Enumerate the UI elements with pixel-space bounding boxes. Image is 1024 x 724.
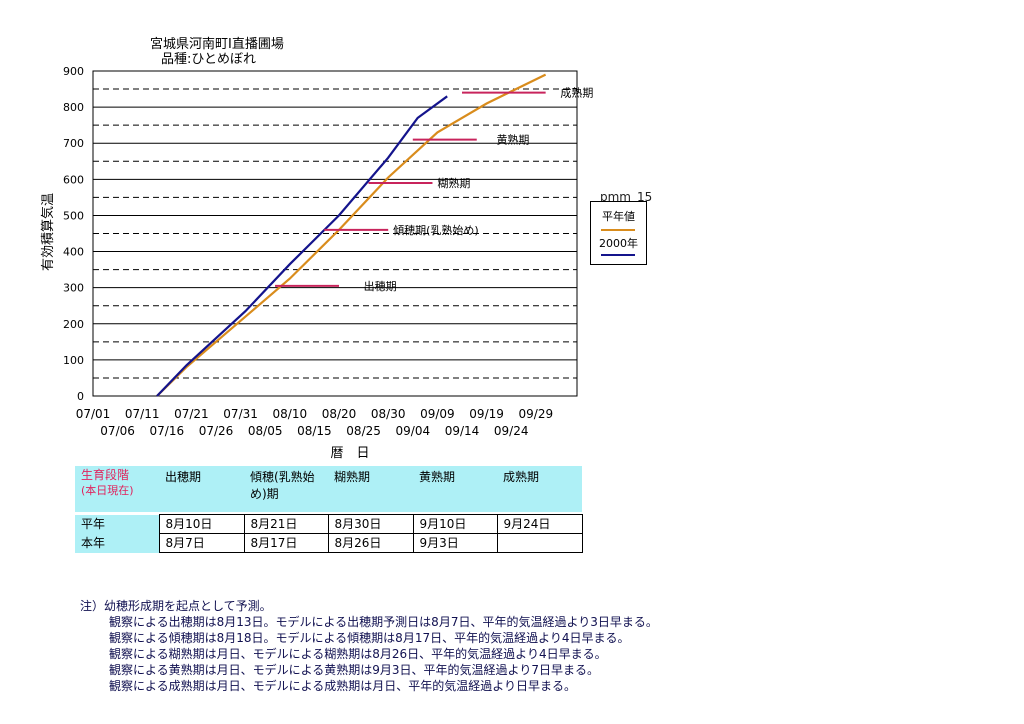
x-axis-label: 暦 日 <box>330 446 369 460</box>
table-cell: 8月26日 <box>327 533 414 553</box>
table-cell: 8月21日 <box>243 514 329 534</box>
y-tick-label: 0 <box>77 390 84 403</box>
x-tick-label: 08/30 <box>371 407 406 421</box>
table-cell: 9月10日 <box>412 514 498 534</box>
stage-mark-label: 出穂期 <box>364 279 397 293</box>
notes: 注）幼穂形成期を起点として予測。 観察による出穂期は8月13日。モデルによる出穂… <box>80 598 658 694</box>
table-row-label: 平年 <box>75 514 159 534</box>
note-line: 注）幼穂形成期を起点として予測。 <box>80 599 272 613</box>
y-tick-label: 200 <box>63 318 84 331</box>
x-tick-label: 09/19 <box>469 407 504 421</box>
growth-stage-table: 生育段階 (本日現在) 出穂期 傾穂(乳熟始め)期 糊熟期 黄熟期 成熟期 平年 … <box>75 466 583 553</box>
x-tick-label: 08/05 <box>248 424 283 438</box>
table-cell: 9月3日 <box>412 533 498 553</box>
table-header-cell: 糊熟期 <box>328 466 413 512</box>
table-header-stage-label: 生育段階 <box>81 468 130 482</box>
stage-mark-label: 糊熟期 <box>437 176 470 190</box>
table-header-cell: 出穂期 <box>159 466 244 512</box>
y-tick-label: 700 <box>63 137 84 150</box>
accumulated-temperature-chart: 0 100 200 300 400 500 600 700 800 900 07/01 07/11 07… <box>40 65 593 460</box>
x-tick-label: 08/10 <box>273 407 308 421</box>
table-row: 平年 8月10日 8月21日 8月30日 9月10日 9月24日 <box>75 514 583 534</box>
stage-mark-label: 傾穂期(乳熟始め) <box>393 223 479 237</box>
table-cell: 8月10日 <box>158 514 245 534</box>
y-tick-label: 400 <box>63 246 84 259</box>
series-line-2000 <box>156 95 448 397</box>
x-tick-label: 09/04 <box>396 424 431 438</box>
x-tick-label: 07/06 <box>100 424 135 438</box>
x-tick-label: 09/14 <box>445 424 480 438</box>
x-tick-label: 08/20 <box>322 407 357 421</box>
x-tick-label: 07/21 <box>174 407 209 421</box>
x-tick-label: 07/11 <box>125 407 160 421</box>
legend-label-2000: 2000年 <box>599 237 638 250</box>
note-line: 観察による成熟期は月日、モデルによる成熟期は月日、平年的気温経過より日早まる。 <box>109 679 577 693</box>
x-tick-label: 08/25 <box>346 424 381 438</box>
x-tick-label: 07/26 <box>199 424 234 438</box>
legend-title: pmm_15 <box>600 190 653 204</box>
table-header-cell: 傾穂(乳熟始め)期 <box>244 466 328 512</box>
y-tick-label: 300 <box>63 282 84 295</box>
table-row-label: 本年 <box>75 533 159 553</box>
legend-swatch-2000 <box>601 254 635 256</box>
table-cell: 9月24日 <box>496 514 583 534</box>
y-axis-label: 有効積算気温 <box>40 193 56 271</box>
y-tick-label: 900 <box>63 65 84 78</box>
x-tick-label: 07/16 <box>150 424 185 438</box>
stage-mark-label: 黄熟期 <box>496 133 529 147</box>
table-cell <box>496 533 583 553</box>
x-tick-label: 07/31 <box>223 407 258 421</box>
legend-swatch-normal <box>601 229 635 231</box>
note-line: 観察による出穂期は8月13日。モデルによる出穂期予測日は8月7日、平年的気温経過… <box>109 615 658 629</box>
table-header-cell: 成熟期 <box>497 466 582 512</box>
y-tick-label: 100 <box>63 354 84 367</box>
y-tick-label: 800 <box>63 101 84 114</box>
x-tick-label: 09/09 <box>420 407 455 421</box>
table-cell: 8月7日 <box>158 533 245 553</box>
note-line: 観察による黄熟期は月日、モデルによる黄熟期は9月3日、平年的気温経過より7日早ま… <box>109 663 599 677</box>
table-header-row: 生育段階 (本日現在) 出穂期 傾穂(乳熟始め)期 糊熟期 黄熟期 成熟期 <box>75 466 582 512</box>
x-tick-label: 07/01 <box>76 407 111 421</box>
table-cell: 8月17日 <box>243 533 329 553</box>
y-tick-label: 600 <box>63 173 84 186</box>
table-row: 本年 8月7日 8月17日 8月26日 9月3日 <box>75 533 583 553</box>
legend: 平年値 2000年 <box>590 201 647 265</box>
chart-title: 宮城県河南町I直播圃場 <box>150 37 284 52</box>
table-header-stage: 生育段階 (本日現在) <box>75 466 159 512</box>
table-header-cell: 黄熟期 <box>413 466 497 512</box>
x-tick-label: 09/24 <box>494 424 529 438</box>
stage-mark-label: 成熟期 <box>560 86 593 100</box>
x-tick-label: 09/29 <box>519 407 554 421</box>
table-header-stage-sub: (本日現在) <box>81 484 134 497</box>
legend-label-normal: 平年値 <box>602 210 635 223</box>
note-line: 観察による傾穂期は8月18日。モデルによる傾穂期は8月17日、平年的気温経過より… <box>109 631 630 645</box>
chart-subtitle: 品種:ひとめぼれ <box>161 52 256 67</box>
note-line: 観察による糊熟期は月日、モデルによる糊熟期は8月26日、平年的気温経過より4日早… <box>109 647 607 661</box>
y-tick-label: 500 <box>63 209 84 222</box>
x-tick-label: 08/15 <box>297 424 332 438</box>
table-cell: 8月30日 <box>327 514 414 534</box>
